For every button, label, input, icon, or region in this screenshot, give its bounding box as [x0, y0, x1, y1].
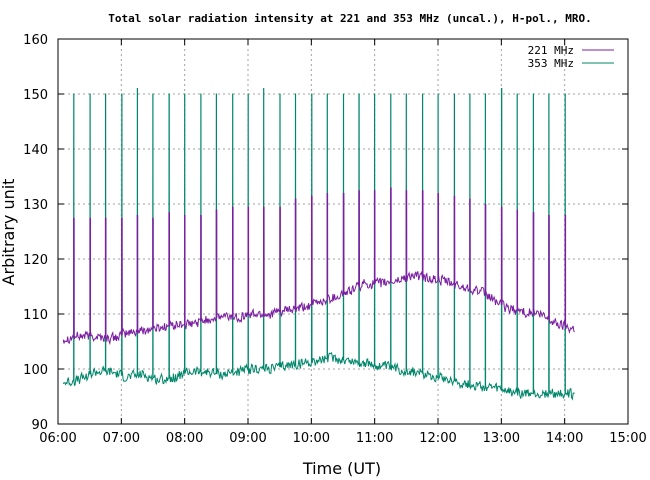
chart-title: Total solar radiation intensity at 221 a…	[108, 12, 591, 25]
y-tick-label: 120	[23, 253, 48, 268]
y-tick-label: 140	[23, 143, 48, 158]
y-tick-label: 130	[23, 198, 48, 213]
x-tick-label: 12:00	[419, 431, 456, 446]
y-tick-label: 160	[23, 33, 48, 48]
x-tick-label: 07:00	[103, 431, 140, 446]
plot-frame	[57, 38, 629, 425]
x-tick-label: 06:00	[39, 431, 76, 446]
legend-label-353: 353 MHz	[528, 57, 574, 70]
legend-label-221: 221 MHz	[528, 44, 574, 57]
y-tick-label: 100	[23, 363, 48, 378]
x-axis-label: Time (UT)	[302, 459, 381, 478]
y-tick-label: 90	[31, 418, 48, 433]
y-tick-label: 150	[23, 88, 48, 103]
x-axis-ticks: 06:00 07:00 08:00 09:00 10:00 11:00 12:00 13:00…	[39, 39, 647, 446]
x-tick-label: 11:00	[356, 431, 393, 446]
plot-series	[62, 88, 575, 401]
x-tick-label: 14:00	[546, 431, 583, 446]
x-tick-label: 10:00	[293, 431, 330, 446]
x-tick-label: 08:00	[166, 431, 203, 446]
series-line-221-mhz	[62, 187, 575, 346]
y-axis-ticks: 90 100 110 120 130 140 150 160	[23, 33, 628, 433]
legend: 221 MHz 353 MHz	[528, 44, 614, 70]
x-tick-label: 09:00	[229, 431, 266, 446]
x-tick-label: 13:00	[483, 431, 520, 446]
series-line-353-mhz	[62, 88, 575, 401]
y-axis-label: Arbitrary unit	[0, 179, 18, 286]
x-tick-label: 15:00	[609, 431, 646, 446]
y-tick-label: 110	[23, 308, 48, 323]
